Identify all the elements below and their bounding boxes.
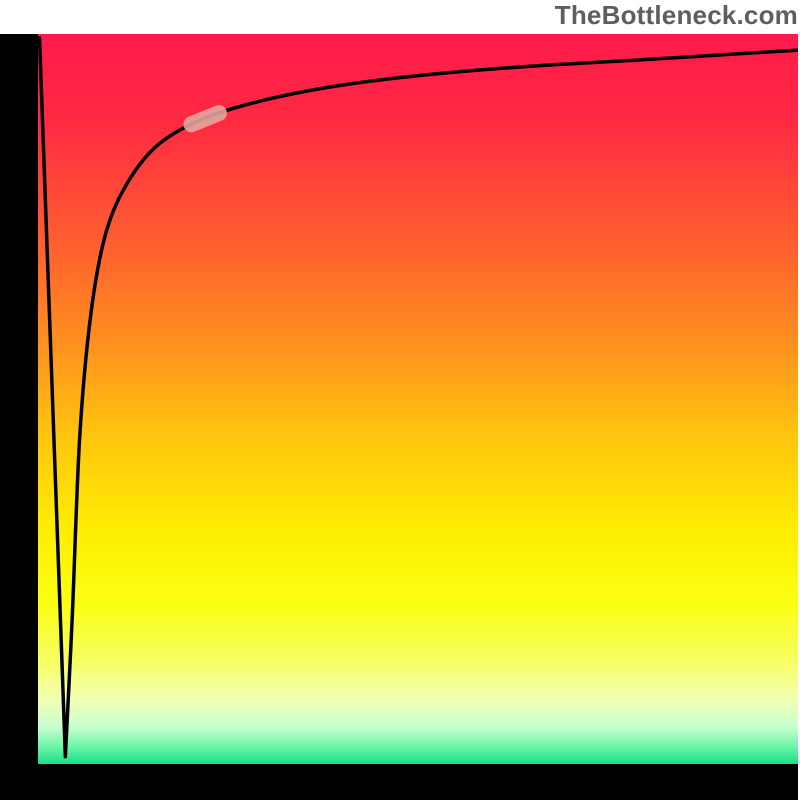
gradient-background: [38, 34, 798, 764]
y-axis: [0, 34, 38, 764]
x-axis: [0, 764, 798, 800]
chart-container: TheBottleneck.com: [0, 0, 800, 800]
plot-area: [38, 34, 798, 764]
watermark-text: TheBottleneck.com: [555, 0, 798, 31]
